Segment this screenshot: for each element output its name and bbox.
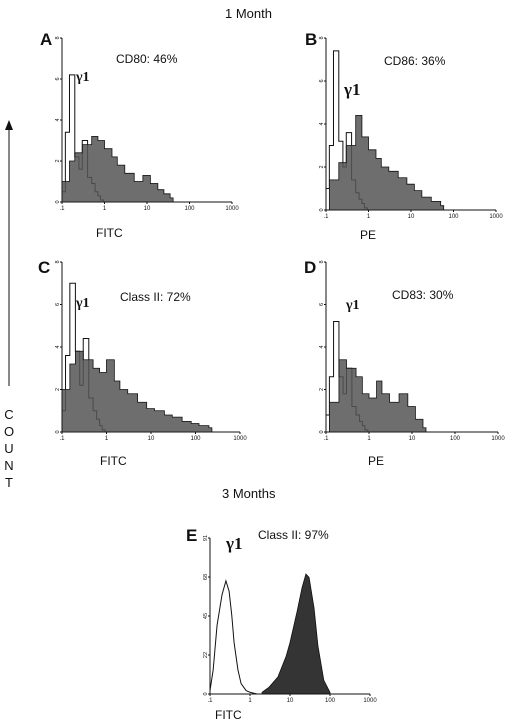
annotation-class-ii-72: Class II: 72% bbox=[120, 290, 191, 304]
x-tick-label: .1 bbox=[323, 436, 329, 442]
x-tick-label: 1 bbox=[367, 214, 371, 220]
y-tick-label: 0 bbox=[319, 208, 325, 211]
y-tick-label: 2 bbox=[319, 165, 325, 168]
stained-histogram bbox=[61, 350, 213, 433]
isotype-label-c: γ1 bbox=[76, 296, 90, 311]
y-tick-label: 2 bbox=[319, 388, 325, 391]
y-tick-label: 68 bbox=[203, 574, 209, 580]
x-label-b: PE bbox=[360, 228, 377, 242]
x-label-d: PE bbox=[368, 454, 385, 468]
x-tick-label: .1 bbox=[207, 698, 213, 704]
x-label-a: FITC bbox=[96, 226, 123, 240]
x-tick-label: 10 bbox=[148, 436, 155, 442]
y-tick-label: 0 bbox=[55, 430, 61, 433]
x-tick-label: 1000 bbox=[489, 214, 503, 220]
x-tick-label: 1 bbox=[105, 436, 109, 442]
annotation-cd83: CD83: 30% bbox=[392, 288, 454, 302]
x-tick-label: 1 bbox=[367, 436, 371, 442]
annotation-cd80: CD80: 46% bbox=[116, 52, 178, 66]
panel-letter-a: A bbox=[40, 30, 53, 49]
y-tick-label: 45 bbox=[203, 613, 209, 619]
y-tick-label: 0 bbox=[319, 430, 325, 433]
stained-histogram bbox=[61, 136, 174, 203]
y-tick-label: 6 bbox=[319, 303, 325, 306]
x-label-c: FITC bbox=[100, 454, 127, 468]
y-tick-label: 2 bbox=[55, 159, 61, 162]
header-1-month: 1 Month bbox=[225, 6, 272, 21]
isotype-histogram bbox=[209, 579, 258, 695]
y-tick-label: 4 bbox=[319, 345, 325, 348]
x-tick-label: 10 bbox=[409, 436, 416, 442]
count-axis-letter: T bbox=[5, 475, 13, 490]
isotype-label-b: γ1 bbox=[344, 80, 361, 99]
count-axis-letter: C bbox=[4, 407, 14, 422]
y-tick-label: 8 bbox=[55, 260, 61, 263]
x-tick-label: 1000 bbox=[233, 436, 247, 442]
count-axis-letter: N bbox=[4, 458, 14, 473]
count-axis-arrow bbox=[5, 120, 13, 386]
panel-letter-c: C bbox=[38, 258, 51, 277]
header-3-months: 3 Months bbox=[222, 486, 276, 501]
isotype-label-d: γ1 bbox=[346, 298, 360, 313]
x-tick-label: 100 bbox=[448, 214, 459, 220]
panel-letter-b: B bbox=[305, 30, 318, 49]
count-axis-letter: U bbox=[4, 441, 14, 456]
y-tick-label: 6 bbox=[55, 77, 61, 80]
x-tick-label: 1000 bbox=[225, 206, 239, 212]
y-tick-label: 4 bbox=[319, 122, 325, 125]
stained-histogram bbox=[329, 359, 427, 433]
x-tick-label: 1000 bbox=[363, 698, 377, 704]
annotation-cd86: CD86: 36% bbox=[384, 54, 446, 68]
isotype-label-e: γ1 bbox=[226, 534, 243, 553]
x-tick-label: 100 bbox=[450, 436, 461, 442]
x-tick-label: 100 bbox=[190, 436, 201, 442]
y-tick-label: 22 bbox=[203, 652, 209, 658]
x-tick-label: 1 bbox=[103, 206, 107, 212]
x-tick-label: 100 bbox=[325, 698, 336, 704]
annotation-class-ii-97: Class II: 97% bbox=[258, 528, 329, 542]
y-tick-label: 0 bbox=[55, 200, 61, 203]
x-tick-label: .1 bbox=[59, 436, 65, 442]
y-tick-label: 6 bbox=[319, 79, 325, 82]
y-tick-label: 4 bbox=[55, 118, 61, 121]
y-tick-label: 2 bbox=[55, 388, 61, 391]
isotype-label-a: γ1 bbox=[76, 70, 90, 85]
y-tick-label: 8 bbox=[55, 36, 61, 39]
x-tick-label: 10 bbox=[408, 214, 415, 220]
x-label-e: FITC bbox=[215, 708, 242, 722]
panel-letter-e: E bbox=[186, 526, 198, 545]
y-tick-label: 8 bbox=[319, 260, 325, 263]
x-tick-label: 10 bbox=[287, 698, 294, 704]
stained-histogram bbox=[261, 573, 331, 695]
x-tick-label: 10 bbox=[144, 206, 151, 212]
x-tick-label: 1000 bbox=[491, 436, 505, 442]
x-tick-label: .1 bbox=[323, 214, 329, 220]
y-tick-label: 6 bbox=[55, 303, 61, 306]
stained-histogram bbox=[328, 115, 445, 211]
y-tick-label: 4 bbox=[55, 345, 61, 348]
y-tick-label: 91 bbox=[203, 535, 209, 541]
x-tick-label: 1 bbox=[248, 698, 252, 704]
panel-letter-d: D bbox=[304, 258, 317, 277]
y-tick-label: 8 bbox=[319, 36, 325, 39]
y-tick-label: 0 bbox=[203, 692, 209, 695]
x-tick-label: .1 bbox=[59, 206, 65, 212]
x-tick-label: 100 bbox=[184, 206, 195, 212]
count-axis-letter: O bbox=[3, 424, 15, 439]
